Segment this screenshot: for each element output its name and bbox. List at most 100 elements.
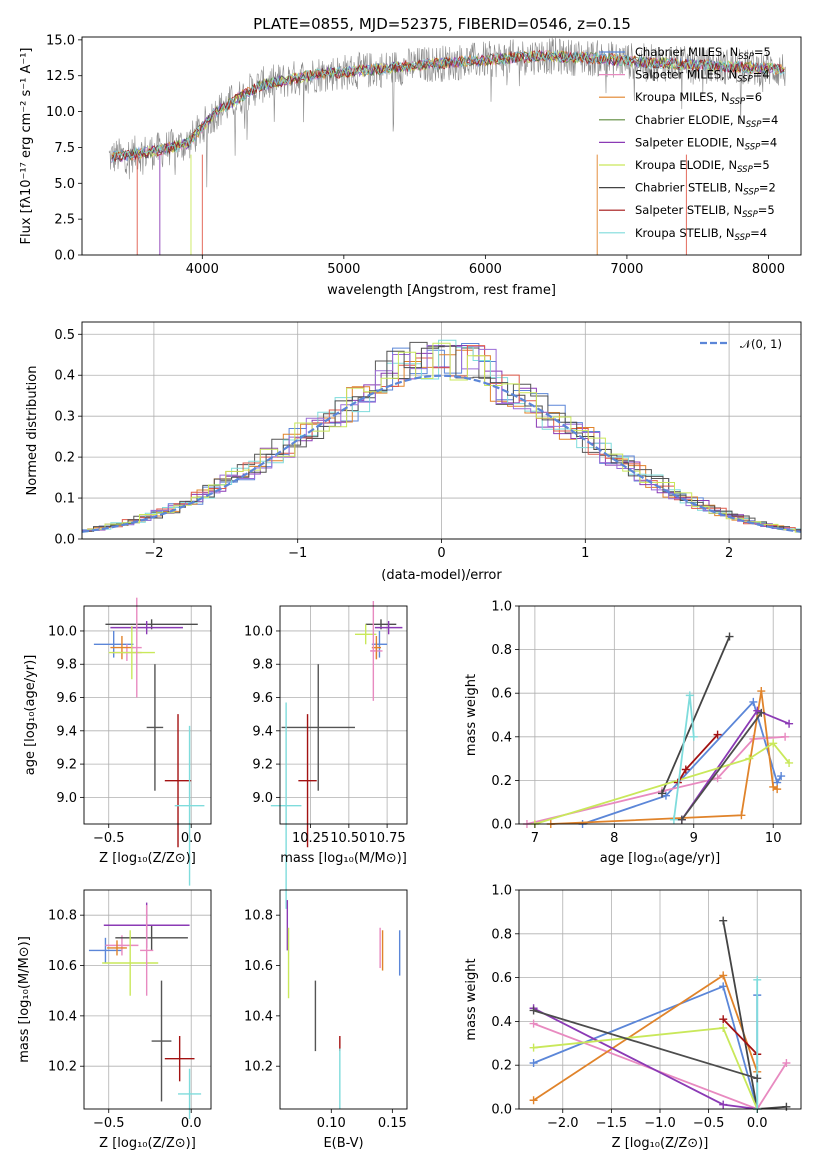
plot-area-weight-age — [522, 632, 794, 828]
weight-marker — [785, 719, 794, 728]
y-tick-label: 0.0 — [54, 533, 75, 548]
y-tick-label: 0.4 — [491, 730, 512, 745]
frame-spectrum: 4000 5000 6000 7000 8000 0.0 2.5 5.0 7.5 10.0 12.5… — [19, 33, 802, 298]
x-tick-label: 6000 — [469, 262, 502, 277]
error-bar-point — [102, 930, 159, 996]
x-tick-label: −1.0 — [644, 1116, 676, 1131]
y-tick-label: 0.8 — [491, 643, 512, 658]
error-bar-point — [131, 597, 142, 698]
y-tick-label: 9.0 — [252, 791, 273, 806]
x-tick-label: 10.50 — [330, 831, 367, 846]
y-tick-label: 10.2 — [48, 1060, 77, 1075]
y-tick-label: 9.0 — [56, 791, 77, 806]
legend-subscript: SSP — [730, 97, 746, 107]
error-bar-point — [110, 635, 134, 660]
y-tick-label: 12.5 — [46, 69, 75, 84]
weight-marker — [689, 732, 698, 741]
axes-frame — [279, 605, 408, 825]
x-tick-label: 0 — [437, 546, 445, 561]
weight-marker — [749, 697, 758, 706]
legend-subscript: SSP — [738, 52, 754, 62]
weight-marker — [681, 765, 690, 774]
axes-mass-Z — [84, 890, 211, 1109]
axes-frame — [279, 889, 408, 1110]
y-tick-label: 0.5 — [54, 328, 75, 343]
x-tick-label: 7000 — [610, 262, 643, 277]
legend-subscript: SSP — [745, 142, 761, 152]
model-fit-line — [111, 50, 785, 163]
legend-value: =2 — [759, 181, 776, 195]
error-bar-point — [370, 601, 377, 701]
y-tick-label: 9.4 — [56, 724, 77, 739]
weight-marker — [782, 1102, 791, 1111]
y-tick-label: 10.6 — [244, 959, 273, 974]
x-axis-label: mass [log₁₀(M/M⊙)] — [280, 851, 407, 866]
frame-mass-Z: −0.5 0.0 10.2 10.4 10.6 10.8 Z [log₁₀(Z/Z⊙)] ma… — [17, 889, 212, 1151]
error-bar-point — [140, 905, 154, 996]
error-bar-point — [164, 1036, 195, 1082]
legend-value: =6 — [745, 90, 762, 104]
x-axis-label: age [log₁₀(age/yr)] — [600, 851, 721, 866]
weight-marker — [785, 758, 794, 767]
weight-marker — [745, 754, 754, 763]
y-tick-label: 10.8 — [48, 909, 77, 924]
y-tick-label: 5.0 — [54, 177, 75, 192]
legend-subscript: SSP — [743, 188, 759, 198]
weight-marker — [685, 691, 694, 700]
error-bar-point — [178, 1068, 202, 1120]
weight-line — [533, 974, 759, 1101]
error-bar-point — [281, 664, 355, 791]
error-bar-point — [298, 714, 317, 848]
weight-marker — [777, 772, 786, 781]
error-bar-point — [374, 620, 403, 635]
axes-frame — [83, 889, 212, 1110]
x-tick-label: 9 — [690, 831, 698, 846]
plot-area-mass-Z — [88, 902, 202, 1120]
y-axis-label: age [log₁₀(age/yr)] — [23, 655, 38, 776]
x-tick-label: 0.10 — [317, 1116, 346, 1131]
residual-histogram — [82, 345, 801, 532]
y-tick-label: 9.2 — [56, 758, 77, 773]
weight-marker — [719, 916, 728, 925]
legend-value: =5 — [758, 203, 775, 217]
y-tick-label: 10.2 — [244, 1060, 273, 1075]
gaussian-curve — [81, 374, 802, 533]
weight-marker — [719, 971, 728, 980]
legend-label: Chabrier STELIB, NSSP=2 — [635, 181, 776, 198]
weight-line — [722, 920, 787, 1110]
weight-series — [530, 739, 794, 828]
y-tick-label: 0.6 — [491, 971, 512, 986]
frame-mass-EBV: 0.10 0.15 10.2 10.4 10.6 10.8 E(B-V) — [244, 889, 408, 1151]
y-tick-label: 10.4 — [244, 1009, 273, 1024]
frame-age-mass: 10.25 10.50 10.75 9.0 9.2 9.4 9.6 9.8 10.0 mass [… — [244, 605, 408, 866]
error-bar-point — [115, 925, 188, 951]
weight-marker — [669, 815, 678, 824]
weight-line — [533, 985, 759, 1110]
weight-line — [534, 742, 790, 825]
legend-label: Salpeter MILES, NSSP=4 — [635, 68, 770, 85]
figure-title: PLATE=0855, MJD=52375, FIBERID=0546, z=0… — [253, 15, 631, 33]
y-tick-label: 0.3 — [54, 410, 75, 425]
y-tick-label: 0.4 — [491, 1015, 512, 1030]
legend-value: =4 — [753, 68, 770, 82]
weight-marker — [782, 1059, 791, 1068]
x-axis-label: Z [log₁₀(Z/Z⊙)] — [612, 1136, 709, 1151]
weight-marker — [657, 789, 666, 798]
error-bar-point — [146, 664, 164, 791]
weight-line — [550, 690, 778, 825]
y-tick-label: 10.0 — [46, 105, 75, 120]
residual-histogram — [82, 345, 801, 532]
y-tick-label: 9.6 — [252, 691, 273, 706]
y-tick-label: 0.2 — [491, 774, 512, 789]
legend-value: =4 — [750, 226, 767, 240]
x-tick-label: −0.5 — [93, 1116, 125, 1131]
weight-marker — [737, 811, 746, 820]
weight-series — [546, 687, 782, 828]
weight-series — [529, 1006, 762, 1083]
legend-label: Kroupa ELODIE, NSSP=5 — [635, 158, 770, 175]
weight-marker — [719, 1100, 728, 1109]
weight-marker — [719, 1023, 728, 1032]
y-axis-label: Normed distribution — [25, 366, 40, 496]
legend-subscript: SSP — [746, 120, 762, 130]
y-tick-label: 0.8 — [491, 927, 512, 942]
